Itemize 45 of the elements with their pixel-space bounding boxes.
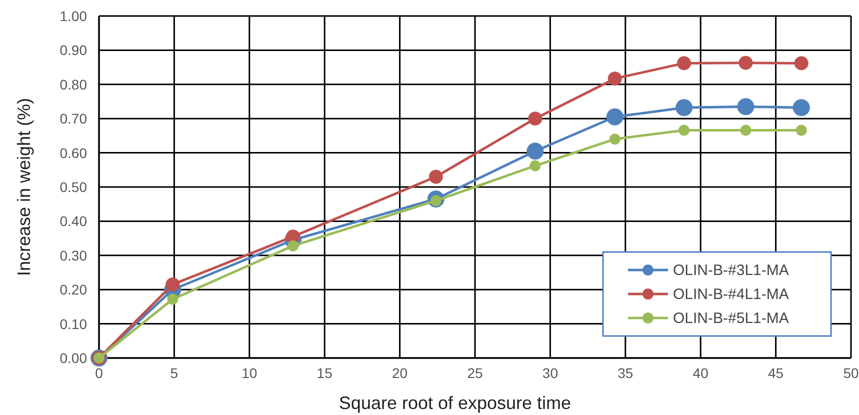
point: [526, 142, 544, 160]
x-tick-label: 50: [843, 365, 859, 381]
x-tick-label: 30: [542, 365, 558, 381]
point: [738, 56, 753, 70]
point: [796, 124, 807, 136]
x-tick-label: 25: [467, 365, 483, 381]
point: [166, 277, 180, 292]
y-tick-label: 0.60: [60, 144, 88, 161]
y-tick-label: 0.90: [60, 42, 88, 58]
point: [428, 170, 443, 184]
legend-label: OLIN-B-#3L1-MA: [673, 262, 789, 279]
y-tick-label: 1.00: [60, 8, 88, 24]
point: [792, 99, 810, 116]
x-tick-label: 0: [95, 365, 104, 381]
y-tick-label: 0.80: [60, 76, 88, 92]
y-tick-label: 0.00: [60, 350, 88, 366]
point: [609, 134, 620, 145]
point: [606, 108, 624, 126]
x-tick-label: 5: [170, 365, 178, 381]
point: [678, 124, 690, 136]
x-tick-label: 20: [392, 365, 408, 381]
point: [528, 112, 542, 126]
legend-label: OLIN-B-#4L1-MA: [673, 286, 789, 303]
point: [794, 56, 808, 70]
point: [608, 72, 622, 86]
x-tick-label: 40: [692, 365, 709, 381]
x-tick-label: 15: [316, 365, 333, 381]
y-tick-label: 0.50: [60, 179, 88, 195]
y-axis-title: Increase in weight (%): [14, 98, 34, 276]
point: [530, 160, 541, 172]
point: [740, 124, 752, 136]
y-tick-label: 0.10: [60, 316, 88, 332]
point: [677, 56, 692, 70]
x-axis-title: Square root of exposure time: [338, 393, 572, 413]
y-tick-label: 0.20: [60, 282, 88, 298]
y-tick-label: 0.40: [60, 213, 88, 230]
point: [737, 98, 754, 116]
y-tick-label: 0.30: [60, 247, 88, 264]
point: [676, 99, 693, 116]
x-tick-label: 10: [242, 365, 258, 381]
x-tick-label: 35: [618, 365, 634, 381]
legend-label: OLIN-B-#5L1-MA: [673, 310, 789, 327]
point: [167, 294, 178, 305]
y-tick-label: 0.70: [60, 110, 88, 127]
x-tick-label: 45: [768, 365, 784, 381]
